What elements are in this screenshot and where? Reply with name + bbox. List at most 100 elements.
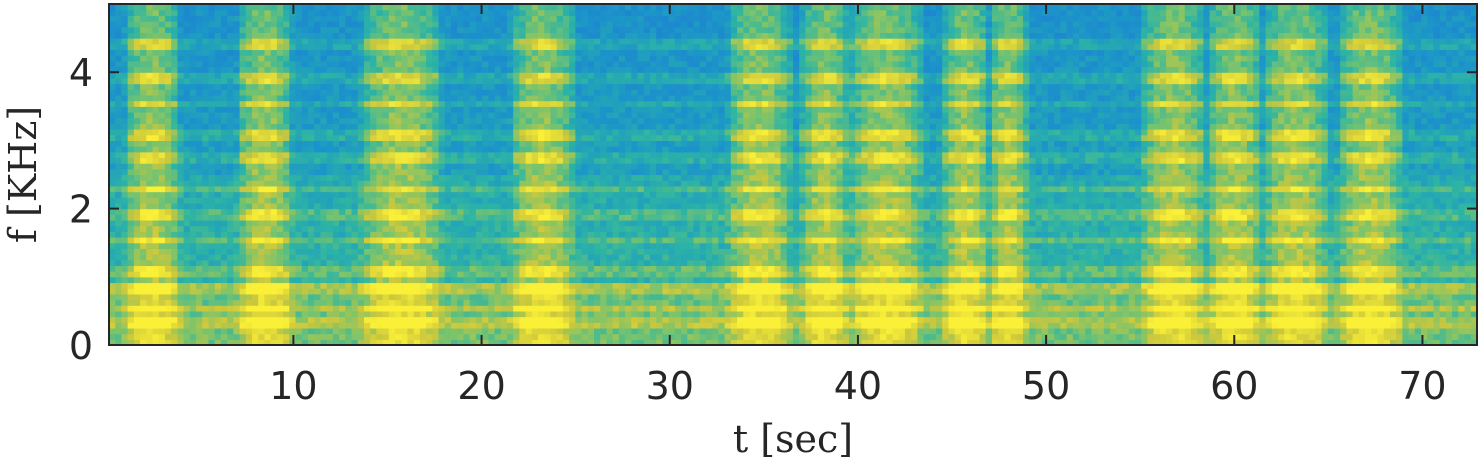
heat-cell [382,89,390,96]
heat-cell [164,254,172,261]
heat-cell [556,55,564,62]
heat-cell [314,140,322,147]
heat-cell [463,49,471,56]
heat-cell [283,117,290,124]
heat-cell [370,333,377,340]
heat-cell [326,174,334,181]
heat-cell [600,26,608,34]
heat-cell [363,66,371,73]
heat-cell [475,146,483,153]
heat-cell [164,208,172,215]
heat-cell [183,197,191,204]
heat-cell [569,305,576,312]
heat-cell [500,9,508,16]
heat-cell [432,100,440,107]
heat-cell [158,123,166,130]
heat-cell [370,32,377,39]
heat-cell [370,288,377,295]
heat-cell [550,214,558,221]
heat-cell [233,219,241,227]
heat-cell [587,146,595,153]
heat-cell [252,237,259,244]
heat-cell [482,310,489,318]
heat-cell [587,248,595,255]
heat-cell [612,322,620,329]
heat-cell [109,94,116,102]
heat-cell [451,66,458,73]
heat-cell [407,111,415,119]
heat-cell [363,106,371,113]
heat-cell [506,77,514,85]
heat-cell [612,15,620,22]
heat-cell [339,21,346,28]
heat-cell [183,214,191,221]
heat-cell [382,197,390,204]
heat-cell [357,265,365,272]
heat-cell [438,293,446,301]
heat-cell [345,197,353,204]
heat-cell [146,316,154,323]
heat-cell [332,21,340,28]
heat-cell [612,191,620,198]
heat-cell [525,49,533,56]
heat-cell [320,214,328,221]
heat-cell [562,94,570,102]
heat-cell [295,237,303,244]
heat-cell [239,237,247,244]
heat-cell [544,106,552,113]
heat-cell [569,43,576,51]
heat-cell [345,259,353,267]
heat-cell [401,89,409,96]
heat-cell [370,151,377,159]
heat-cell [189,72,197,79]
heat-cell [109,21,116,28]
heat-cell [426,237,433,244]
heat-cell [196,288,203,295]
heat-cell [146,333,154,340]
heat-cell [494,254,502,261]
heat-cell [519,106,527,113]
heat-cell [401,106,409,113]
heat-cell [488,310,496,318]
heat-cell [407,271,415,278]
heat-cell [469,180,477,187]
heat-cell [345,72,353,79]
heat-cell [171,60,178,68]
heat-cell [264,123,272,130]
heat-cell [606,21,614,28]
heat-cell [171,157,178,164]
heat-cell [606,123,614,130]
heat-cell [314,9,322,16]
heat-cell [531,117,539,124]
heat-cell [220,38,228,45]
heat-cell [618,111,626,119]
heat-cell [127,134,135,141]
heat-cell [506,191,514,198]
heat-cell [220,185,228,193]
heat-cell [463,197,471,204]
heat-cell [171,163,178,170]
heat-cell [115,157,123,164]
heat-cell [289,151,297,159]
heat-cell [320,38,328,45]
heat-cell [339,134,346,141]
heat-cell [146,106,154,113]
heat-cell [438,100,446,107]
heat-cell [488,237,496,244]
heat-cell [227,322,234,329]
heat-cell [183,66,191,73]
heat-cell [289,60,297,68]
heat-cell [345,100,353,107]
heat-cell [506,276,514,284]
heat-cell [351,60,359,68]
heat-cell [202,276,210,284]
heat-cell [189,242,197,249]
heat-cell [258,219,266,227]
heat-cell [562,123,570,130]
heat-cell [177,174,185,181]
heat-cell [158,254,166,261]
heat-cell [339,293,346,301]
heat-cell [618,225,626,232]
heat-cell [295,38,303,45]
heat-cell [488,66,496,73]
